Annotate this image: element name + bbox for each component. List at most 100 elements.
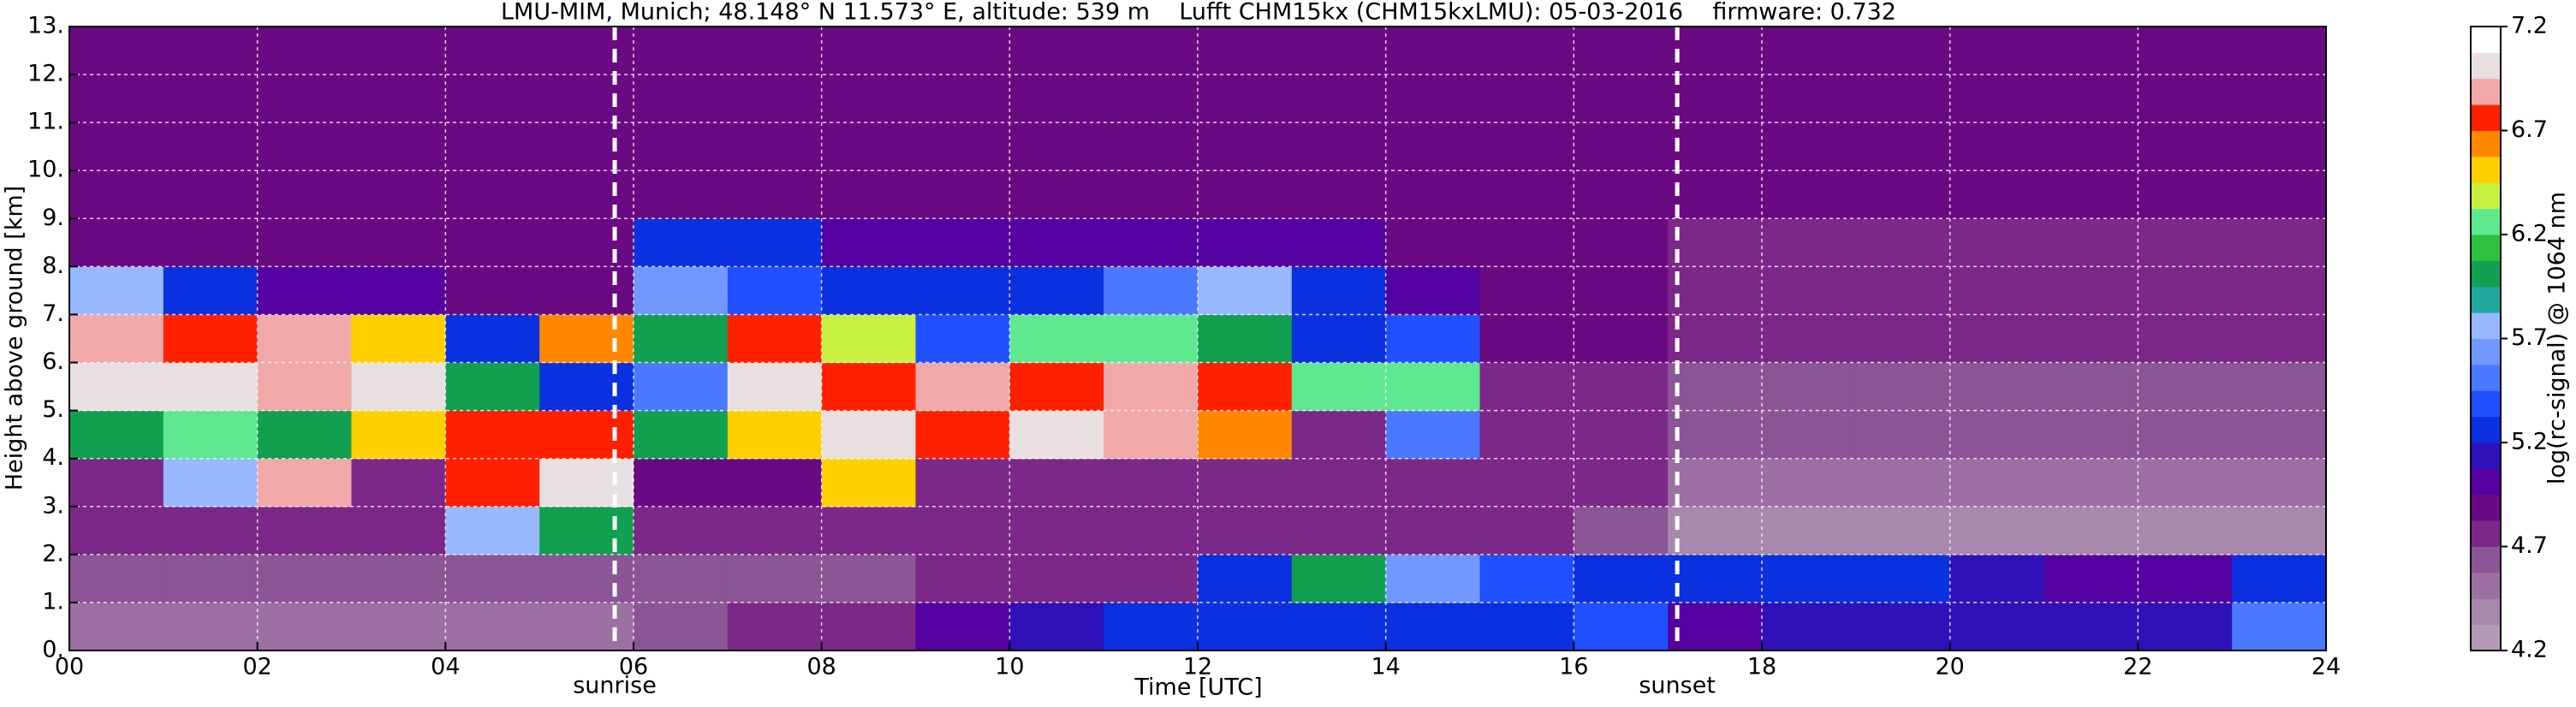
heatmap-cell xyxy=(2232,218,2327,267)
heatmap-cell xyxy=(69,74,164,123)
event-label: sunset xyxy=(1639,673,1716,699)
y-tick-label: 13. xyxy=(27,13,64,39)
heatmap-cell xyxy=(1385,122,1480,171)
heatmap-cell xyxy=(821,410,916,460)
heatmap-cell xyxy=(2044,122,2139,171)
heatmap-cell xyxy=(1009,122,1104,171)
heatmap-cell xyxy=(1385,458,1480,508)
heatmap-cell xyxy=(539,506,634,556)
heatmap-cell xyxy=(1479,218,1574,267)
heatmap-cell xyxy=(1668,74,1763,123)
colorbar-swatch xyxy=(2471,104,2501,131)
heatmap-cell xyxy=(915,458,1010,508)
heatmap-cell xyxy=(1762,506,1857,556)
heatmap-cell xyxy=(539,602,634,651)
heatmap-cell xyxy=(821,314,916,364)
heatmap-cell xyxy=(1385,218,1480,267)
heatmap-cell xyxy=(1668,170,1763,219)
heatmap-cell xyxy=(163,362,259,412)
heatmap-cell xyxy=(445,602,540,651)
heatmap-cell xyxy=(351,218,446,267)
heatmap-cell xyxy=(2232,314,2327,364)
heatmap-cell xyxy=(1574,602,1669,651)
heatmap-cell xyxy=(1291,410,1387,460)
heatmap-cell xyxy=(2044,458,2139,508)
heatmap-cell xyxy=(1949,314,2044,364)
heatmap-cell xyxy=(1855,266,1951,315)
heatmap-cell xyxy=(257,170,352,219)
heatmap-cell xyxy=(1949,170,2044,219)
heatmap-cell xyxy=(1574,27,1669,75)
heatmap-cell xyxy=(539,27,634,75)
heatmap-cell xyxy=(2138,314,2233,364)
heatmap-cell xyxy=(257,27,352,75)
heatmap-cell xyxy=(1104,554,1199,603)
heatmap-cell xyxy=(163,458,259,508)
heatmap-cell xyxy=(257,314,352,364)
heatmap-cell xyxy=(1198,602,1293,651)
heatmap-cell xyxy=(1479,27,1574,75)
heatmap-cell xyxy=(1574,410,1669,460)
heatmap-cell xyxy=(1385,27,1480,75)
heatmap-cell xyxy=(539,170,634,219)
heatmap-cell xyxy=(2044,506,2139,556)
y-tick-label: 11. xyxy=(27,109,64,135)
colorbar-swatch xyxy=(2471,78,2501,105)
colorbar-swatch xyxy=(2471,364,2501,391)
heatmap-cell xyxy=(69,506,164,556)
heatmap-cell xyxy=(915,266,1010,315)
heatmap-cell xyxy=(2232,27,2327,75)
heatmap-cell xyxy=(1949,458,2044,508)
heatmap-cell xyxy=(2232,266,2327,315)
heatmap-cell xyxy=(1104,506,1199,556)
heatmap-cell xyxy=(1574,314,1669,364)
heatmap-cell xyxy=(2044,314,2139,364)
colorbar-tick-label: 4.2 xyxy=(2511,637,2548,663)
y-tick-label: 10. xyxy=(27,157,64,183)
heatmap-cell xyxy=(634,218,729,267)
colorbar-swatch xyxy=(2471,416,2501,443)
heatmap-cell xyxy=(163,602,259,651)
heatmap-cell xyxy=(445,362,540,412)
heatmap-cell xyxy=(1479,554,1574,603)
heatmap-cell xyxy=(2138,122,2233,171)
heatmap-cell xyxy=(1385,362,1480,412)
colorbar-label: log(rc-signal) @ 1064 nm xyxy=(2544,192,2571,484)
heatmap-cell xyxy=(351,362,446,412)
heatmap-cell xyxy=(1009,27,1104,75)
heatmap-cell xyxy=(445,27,540,75)
heatmap-cell xyxy=(69,170,164,219)
heatmap-cell xyxy=(351,410,446,460)
heatmap-cell xyxy=(2138,458,2233,508)
colorbar-swatch xyxy=(2471,52,2501,80)
heatmap-cell xyxy=(727,458,823,508)
heatmap-cell xyxy=(1198,314,1293,364)
heatmap-cell xyxy=(1009,314,1104,364)
heatmap-cell xyxy=(257,218,352,267)
heatmap-cell xyxy=(1855,506,1951,556)
heatmap-cell xyxy=(539,122,634,171)
heatmap-cell xyxy=(445,554,540,603)
heatmap-cell xyxy=(69,602,164,651)
heatmap-cell xyxy=(1949,602,2044,651)
heatmap-cell xyxy=(1479,266,1574,315)
heatmap-cell xyxy=(1104,266,1199,315)
heatmap-cell xyxy=(2044,170,2139,219)
heatmap-cell xyxy=(2138,27,2233,75)
heatmap-cell xyxy=(1009,74,1104,123)
x-tick-label: 04 xyxy=(431,654,460,680)
chart-title: LMU-MIM, Munich; 48.148° N 11.573° E, al… xyxy=(501,0,1896,26)
heatmap-cell xyxy=(2138,554,2233,603)
heatmap-cell xyxy=(821,362,916,412)
heatmap-cell xyxy=(1855,554,1951,603)
colorbar-swatch xyxy=(2471,468,2501,496)
heatmap-cell xyxy=(1104,170,1199,219)
heatmap-cell xyxy=(1291,27,1387,75)
heatmap-cell xyxy=(1668,362,1763,412)
heatmap-cell xyxy=(634,602,729,651)
heatmap-cell xyxy=(1198,506,1293,556)
heatmap-cell xyxy=(69,27,164,75)
heatmap-cell xyxy=(1291,74,1387,123)
heatmap-cell xyxy=(1574,266,1669,315)
heatmap-cell xyxy=(163,122,259,171)
